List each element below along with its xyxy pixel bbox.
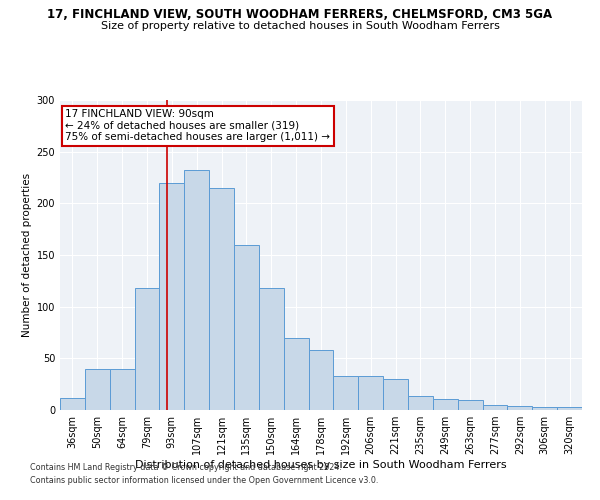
Bar [408, 396, 433, 410]
Bar [458, 400, 482, 410]
Bar [209, 188, 234, 410]
Bar [284, 338, 308, 410]
Bar [482, 405, 508, 410]
Bar [259, 288, 284, 410]
Bar [160, 182, 184, 410]
Bar [110, 368, 134, 410]
Bar [85, 368, 110, 410]
Bar [134, 288, 160, 410]
Bar [383, 379, 408, 410]
Bar [184, 170, 209, 410]
Bar [433, 398, 458, 410]
Text: 17 FINCHLAND VIEW: 90sqm
← 24% of detached houses are smaller (319)
75% of semi-: 17 FINCHLAND VIEW: 90sqm ← 24% of detach… [65, 110, 330, 142]
Bar [358, 376, 383, 410]
Text: Contains HM Land Registry data © Crown copyright and database right 2024.: Contains HM Land Registry data © Crown c… [30, 464, 342, 472]
Bar [308, 350, 334, 410]
Bar [532, 407, 557, 410]
Bar [234, 244, 259, 410]
Bar [557, 407, 582, 410]
X-axis label: Distribution of detached houses by size in South Woodham Ferrers: Distribution of detached houses by size … [135, 460, 507, 470]
Text: Contains public sector information licensed under the Open Government Licence v3: Contains public sector information licen… [30, 476, 379, 485]
Text: 17, FINCHLAND VIEW, SOUTH WOODHAM FERRERS, CHELMSFORD, CM3 5GA: 17, FINCHLAND VIEW, SOUTH WOODHAM FERRER… [47, 8, 553, 20]
Bar [508, 406, 532, 410]
Bar [334, 376, 358, 410]
Bar [60, 398, 85, 410]
Text: Size of property relative to detached houses in South Woodham Ferrers: Size of property relative to detached ho… [101, 21, 499, 31]
Y-axis label: Number of detached properties: Number of detached properties [22, 173, 32, 337]
